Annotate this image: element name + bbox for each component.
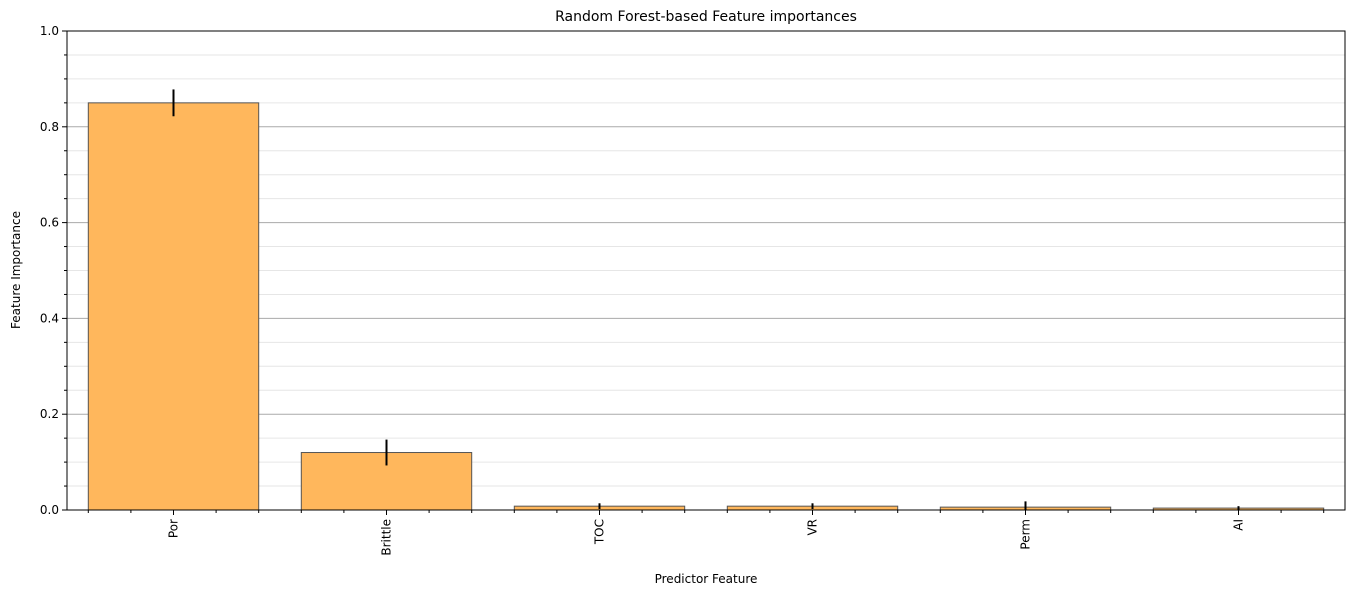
y-tick-label: 1.0 [40,24,59,38]
x-axis-ticks: Por Brittle TOC VR Perm AI [87,510,1325,556]
chart-title: Random Forest-based Feature importances [555,9,857,25]
x-axis-label: Predictor Feature [655,572,758,586]
bar-por [87,102,260,511]
x-tick-label-brittle: Brittle [380,519,394,556]
x-tick-label-toc: TOC [593,519,607,545]
x-tick-label-perm: Perm [1019,519,1033,550]
y-tick-label: 0.0 [40,503,59,517]
grid-lines [67,54,1345,487]
x-tick-label-por: Por [167,519,181,538]
y-tick-label: 0.2 [40,407,59,421]
y-axis-label: Feature Importance [9,211,23,329]
y-tick-label: 0.4 [40,311,59,325]
x-tick-label-vr: VR [806,519,820,536]
bars [87,102,1325,511]
y-tick-label: 0.6 [40,216,59,230]
y-tick-label: 0.8 [40,120,59,134]
y-axis-ticks: 0.0 0.2 0.4 0.6 0.8 1.0 [40,24,67,517]
x-tick-label-ai: AI [1232,519,1246,531]
error-bars [172,89,1240,510]
